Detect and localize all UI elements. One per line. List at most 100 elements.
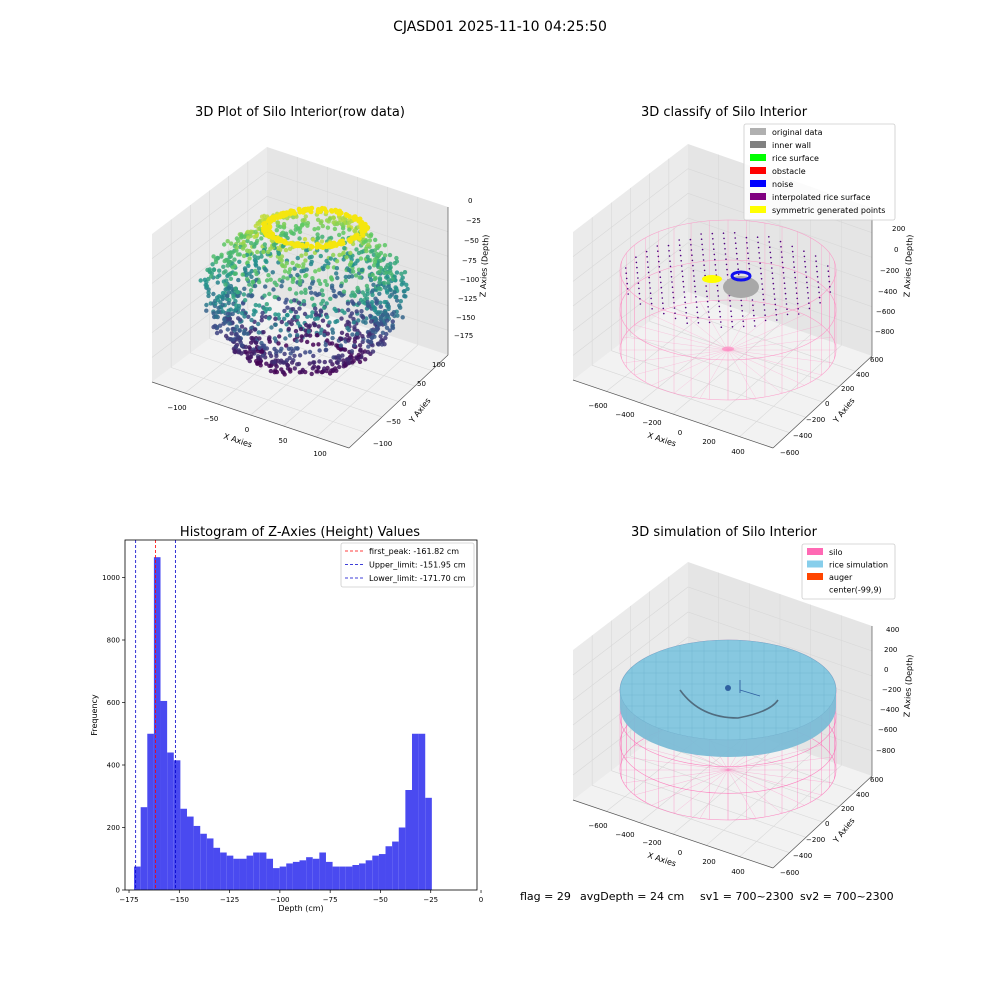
z-tick-label: −175 [454,332,473,340]
data-point [207,267,212,272]
legend-frame [801,543,896,600]
legend-swatch [807,560,823,568]
data-point [228,283,234,289]
data-point [267,339,272,344]
data-point [276,251,282,256]
x-tick-label: −600 [588,402,607,410]
data-point [338,336,344,342]
y-tick-label: −100 [373,440,392,448]
data-point [373,275,378,281]
panel4-title: 3D simulation of Silo Interior [631,525,818,540]
data-point [223,333,229,339]
data-point [374,327,380,332]
surface-point [674,312,676,315]
data-point [241,239,246,245]
data-point [310,310,315,315]
data-point [239,351,244,356]
data-point [369,232,374,237]
data-point [346,338,351,343]
histogram-reference-lines [135,540,176,890]
histogram-bar [299,860,307,890]
data-point [334,209,339,215]
histogram-bar [352,865,360,890]
data-point [361,319,366,324]
data-point [390,312,395,317]
data-point [225,239,230,244]
data-point [323,342,328,348]
data-point [261,330,266,335]
data-point [357,343,363,348]
z-tick-label: 400 [886,626,899,634]
data-point [307,349,313,355]
data-point [315,316,320,321]
data-point [320,234,325,239]
data-point [368,339,374,345]
inner-wall-blob [723,276,759,298]
data-point [220,302,225,308]
legend-label: obstacle [772,167,806,176]
surface-point [649,287,651,289]
data-point [262,242,267,247]
y-tick-label: 400 [856,371,869,379]
data-point [313,306,318,311]
data-point [296,226,301,231]
surface-point [764,319,767,322]
histogram-bar [418,733,426,890]
data-point [309,371,314,377]
data-point [268,277,273,282]
surface-point [769,246,771,248]
data-point [365,303,371,308]
data-point [206,276,211,282]
data-point [382,299,387,305]
data-point [390,319,395,324]
z-tick-label: 200 [892,225,905,233]
data-point [338,343,344,348]
surface-point [668,250,670,252]
data-point [392,290,397,295]
data-point [295,255,300,261]
data-point [387,294,393,299]
data-point [325,225,331,230]
data-point [359,220,365,225]
surface-point [816,276,819,278]
surface-point [740,299,742,302]
surface-point [773,293,776,295]
z-tick-label: −100 [460,276,479,284]
panel-raw-scatter: 3D Plot of Silo Interior(row data) −100 … [151,105,491,458]
data-point [257,336,262,341]
data-point [226,308,231,313]
data-point [301,299,307,304]
data-point [346,274,352,279]
surface-point [804,260,806,263]
surface-point [657,250,659,252]
surface-point [646,261,649,263]
data-point [322,366,327,371]
surface-point [816,270,818,273]
data-point [300,222,305,227]
surface-point [657,255,660,258]
surface-point [694,285,696,288]
surface-point [720,321,722,323]
surface-point [636,272,639,274]
data-point [218,329,223,334]
data-point [300,218,305,223]
data-point [312,302,317,308]
surface-point [645,250,648,253]
surface-point [733,232,736,234]
data-point [254,271,259,277]
data-point [237,317,243,322]
surface-point [706,295,708,298]
data-point [259,318,264,323]
data-point [278,224,283,229]
surface-point [705,285,707,287]
data-point [315,369,321,374]
surface-point [817,286,820,289]
surface-point [703,269,706,272]
data-point [284,297,289,302]
data-point [353,273,359,278]
data-point [249,326,254,331]
histogram-bar [332,866,340,890]
data-point [331,252,336,258]
data-point [290,260,295,266]
data-point [335,221,340,227]
